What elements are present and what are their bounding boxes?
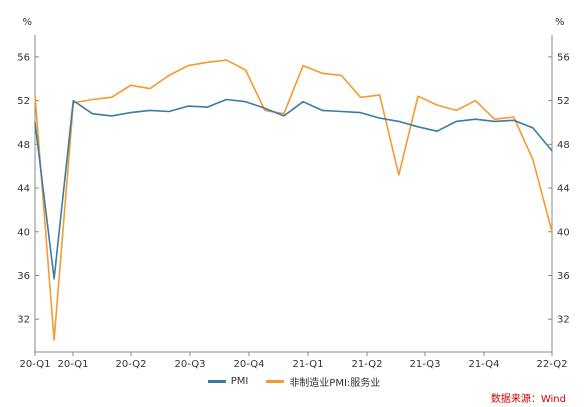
y-tick-label-left: 44 [17, 184, 30, 195]
series-line-service-pmi [34, 59, 553, 341]
x-tick-label: 21-Q1 [293, 359, 324, 370]
legend-swatch-pmi [207, 380, 226, 383]
x-tick-label: 20-Q1 [20, 359, 51, 370]
y-tick-label-left: 36 [17, 271, 30, 282]
y-tick-label-right: 56 [557, 52, 570, 63]
legend-item-service-pmi: 非制造业PMI:服务业 [266, 374, 380, 389]
legend-item-pmi: PMI [207, 376, 249, 387]
chart-axes: 32 32 36 36 40 40 44 44 48 48 52 52 56 56 20-Q1 20-Q1 20… [17, 35, 570, 370]
chart-legend: PMI 非制造业PMI:服务业 [0, 374, 588, 389]
x-tick-label: 20-Q3 [175, 359, 206, 370]
y-axis-unit-right: % [555, 17, 565, 28]
y-tick-label-left: 40 [17, 227, 30, 238]
y-tick-label-right: 32 [557, 315, 570, 326]
y-tick-label-left: 56 [17, 52, 30, 63]
y-tick-label-right: 48 [557, 140, 570, 151]
legend-label-pmi: PMI [230, 376, 249, 387]
x-tick-label: 21-Q3 [410, 359, 441, 370]
y-tick-label-right: 36 [557, 271, 570, 282]
y-axis-unit-left: % [22, 17, 32, 28]
y-tick-label-right: 40 [557, 227, 570, 238]
legend-swatch-service-pmi [266, 380, 285, 383]
x-tick-label: 20-Q1 [58, 359, 89, 370]
legend-label-service-pmi: 非制造业PMI:服务业 [289, 378, 381, 389]
x-tick-label: 21-Q2 [352, 359, 383, 370]
y-tick-label-right: 52 [557, 96, 570, 107]
x-tick-label: 20-Q2 [116, 359, 147, 370]
source-note: 数据来源：Wind [490, 394, 566, 405]
x-tick-label: 20-Q4 [234, 359, 265, 370]
y-tick-label-left: 48 [17, 140, 30, 151]
x-tick-label: 22-Q2 [537, 359, 568, 370]
x-tick-label: 21-Q4 [469, 359, 500, 370]
chart-series [34, 59, 553, 341]
y-tick-label-right: 44 [557, 184, 570, 195]
series-line-pmi [34, 98, 553, 280]
y-tick-label-left: 52 [17, 96, 30, 107]
y-tick-label-left: 32 [17, 315, 30, 326]
